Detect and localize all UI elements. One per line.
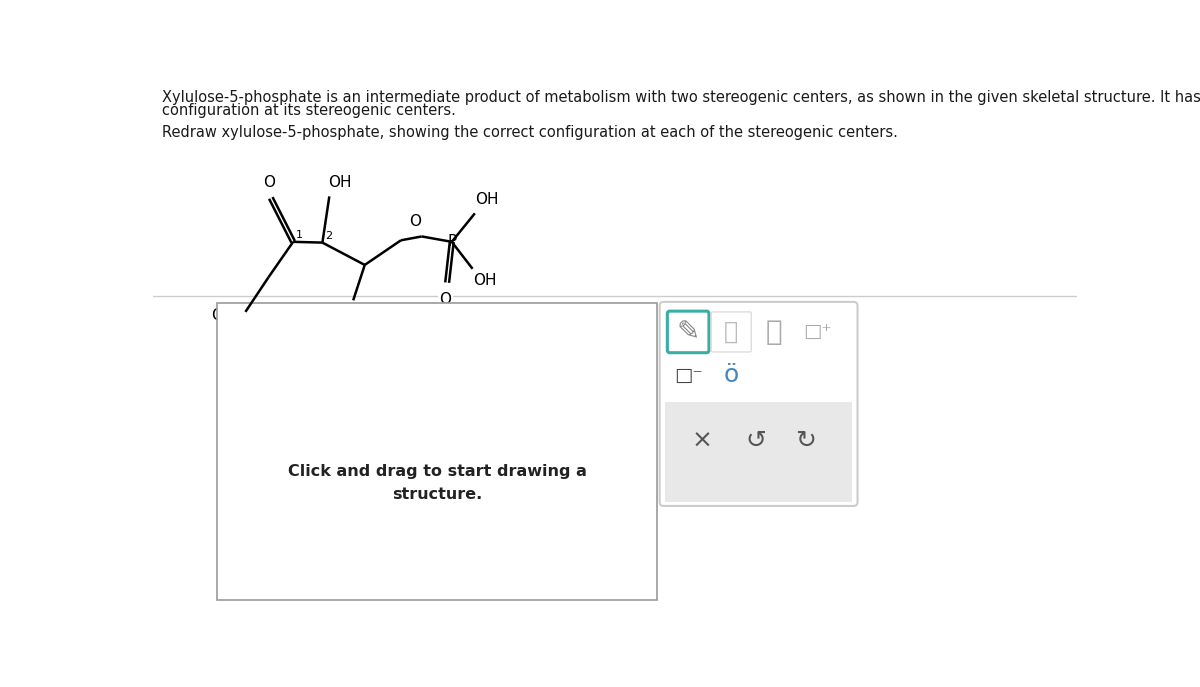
Text: ↺: ↺ — [745, 429, 767, 453]
Text: O: O — [263, 175, 275, 190]
Text: 1: 1 — [296, 230, 304, 240]
FancyBboxPatch shape — [667, 311, 709, 352]
Text: O: O — [409, 214, 421, 229]
Text: ↻: ↻ — [796, 429, 816, 453]
Bar — [217, 303, 658, 600]
Text: ×: × — [691, 429, 713, 453]
Text: ✋: ✋ — [766, 318, 782, 346]
Text: 2: 2 — [325, 231, 332, 241]
Bar — [665, 402, 852, 502]
FancyBboxPatch shape — [712, 312, 751, 352]
Text: Redraw xylulose-5-phosphate, showing the correct configuration at each of the st: Redraw xylulose-5-phosphate, showing the… — [162, 125, 898, 139]
FancyBboxPatch shape — [660, 302, 858, 506]
Text: □⁺: □⁺ — [803, 322, 832, 341]
Text: O: O — [439, 292, 451, 307]
Text: Xylulose-5-phosphate is an intermediate product of metabolism with two stereogen: Xylulose-5-phosphate is an intermediate … — [162, 90, 1200, 105]
Text: configuration at its stereogenic centers.: configuration at its stereogenic centers… — [162, 103, 456, 118]
Text: OH: OH — [340, 310, 364, 324]
Text: ✎: ✎ — [677, 318, 700, 346]
Text: ⬜: ⬜ — [725, 320, 738, 344]
Text: P: P — [448, 234, 456, 249]
Text: OH: OH — [211, 308, 235, 324]
Text: Click and drag to start drawing a
structure.: Click and drag to start drawing a struct… — [288, 464, 587, 502]
Text: OH: OH — [475, 192, 499, 207]
Text: ö: ö — [724, 363, 739, 387]
Text: OH: OH — [329, 175, 352, 190]
Text: □⁻: □⁻ — [674, 365, 702, 385]
Text: OH: OH — [473, 273, 497, 288]
